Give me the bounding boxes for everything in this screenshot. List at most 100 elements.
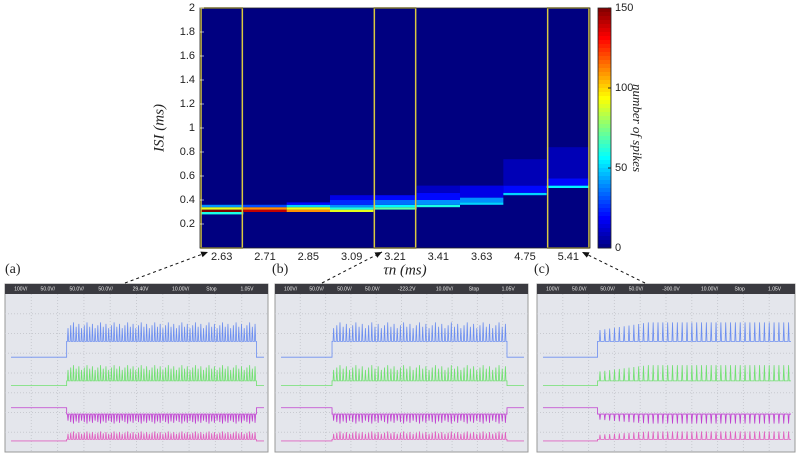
colorbar-segment [598, 8, 611, 13]
x-tick-label: 2.63 [211, 251, 232, 263]
heat-cell [286, 209, 330, 212]
heat-cell [416, 204, 460, 208]
colorbar-segment [598, 168, 611, 173]
colorbar-segment [598, 156, 611, 161]
heat-cell [460, 197, 504, 203]
scope-trace [543, 365, 791, 387]
colorbar-segment [598, 224, 611, 229]
heat-cell [373, 200, 417, 205]
y-tick-label: 0.6 [180, 170, 195, 182]
colorbar-segment [598, 148, 611, 153]
y-tick-label: 0.4 [180, 194, 195, 206]
colorbar-segment [598, 72, 611, 77]
y-tick-label: 1.2 [180, 98, 195, 110]
colorbar-segment [598, 192, 611, 197]
heat-cell [243, 207, 287, 210]
heat-cell [503, 159, 547, 186]
colorbar-segment [598, 180, 611, 185]
heat-cell [200, 212, 244, 215]
scope-header-item: 100V/ [284, 286, 298, 292]
colorbar-segment [598, 124, 611, 129]
colorbar-segment [598, 52, 611, 57]
colorbar-segment [598, 108, 611, 113]
heat-cell [373, 195, 417, 200]
scope-header-item: -223.2V [398, 286, 416, 292]
scope-trace [543, 407, 791, 424]
scope-trace [543, 431, 791, 442]
colorbar-segment [598, 84, 611, 89]
x-tick-label: 4.75 [514, 251, 535, 263]
scope-header-item: 10.00V/ [701, 286, 719, 292]
scope-header-item: 50.0V/ [572, 286, 587, 292]
scope-header [5, 284, 268, 294]
heat-cell [546, 178, 590, 186]
heat-cell [330, 195, 374, 200]
x-tick-label: 3.09 [341, 251, 362, 263]
colorbar-segment [598, 88, 611, 93]
colorbar-segment [598, 220, 611, 225]
colorbar-segment [598, 100, 611, 105]
heat-cell [200, 209, 244, 212]
heat-cell [200, 204, 244, 208]
arrow [321, 251, 383, 284]
scope-header-item: 29.40V [133, 286, 150, 292]
heat-cell [416, 192, 460, 200]
heat-cell [330, 207, 374, 210]
heat-cell [286, 202, 330, 205]
y-axis-label: ISI (ms) [151, 104, 167, 153]
scope-header-item: 50.0V/ [337, 286, 352, 292]
x-tick-label: 5.41 [558, 251, 579, 263]
scope-trace [281, 431, 524, 442]
y-tick-label: 0.8 [180, 146, 195, 158]
heat-cell [200, 207, 244, 210]
heat-cell [416, 185, 460, 193]
scope-header-item: 50.0V/ [41, 286, 56, 292]
scope-trace [11, 365, 264, 387]
colorbar-segment [598, 204, 611, 209]
scope-header-item: 10.00V/ [172, 286, 190, 292]
scope-header-item: 50.0V/ [629, 286, 644, 292]
heat-cell [373, 204, 417, 208]
heat-cell [373, 207, 417, 210]
colorbar-segment [598, 216, 611, 221]
y-tick-label: 1.4 [180, 74, 195, 86]
y-tick-label: 1.8 [180, 26, 195, 38]
y-tick-label: 0.2 [180, 218, 195, 230]
scope-trace [281, 365, 524, 387]
colorbar-segment [598, 28, 611, 33]
colorbar-segment [598, 236, 611, 241]
scope-header-item: 50.0V/ [600, 286, 615, 292]
colorbar-segment [598, 32, 611, 37]
heat-cell [243, 209, 287, 212]
scope-header-item: 1.05V [502, 286, 516, 292]
heat-cell [546, 147, 590, 179]
colorbar-segment [598, 128, 611, 133]
colorbar-segment [598, 172, 611, 177]
colorbar-segment [598, 24, 611, 29]
scope-header-item: 10.00V/ [436, 286, 454, 292]
colorbar-segment [598, 240, 611, 245]
heat-cell [460, 185, 504, 198]
colorbar-segment [598, 92, 611, 97]
scope-header-item: -300.0V [662, 286, 680, 292]
heat-cell [330, 200, 374, 205]
colorbar-segment [598, 176, 611, 181]
scope-header-item: Stop [469, 286, 480, 292]
colorbar-segment [598, 184, 611, 189]
colorbar-segment [598, 20, 611, 25]
colorbar-segment [598, 120, 611, 125]
scope-header-item: 50.0V/ [69, 286, 84, 292]
colorbar-segment [598, 68, 611, 73]
colorbar-segment [598, 44, 611, 49]
y-tick-label: 1 [189, 122, 195, 134]
x-tick-label: 2.85 [298, 251, 319, 263]
x-axis-label: τn (ms) [383, 262, 426, 278]
colorbar-segment [598, 12, 611, 17]
colorbar-segment [598, 160, 611, 165]
scope-header [537, 284, 795, 294]
scope-header-item: 50.0V/ [98, 286, 113, 292]
colorbar-segment [598, 140, 611, 145]
colorbar-segment [598, 40, 611, 45]
colorbar-tick-label: 150 [615, 2, 633, 14]
